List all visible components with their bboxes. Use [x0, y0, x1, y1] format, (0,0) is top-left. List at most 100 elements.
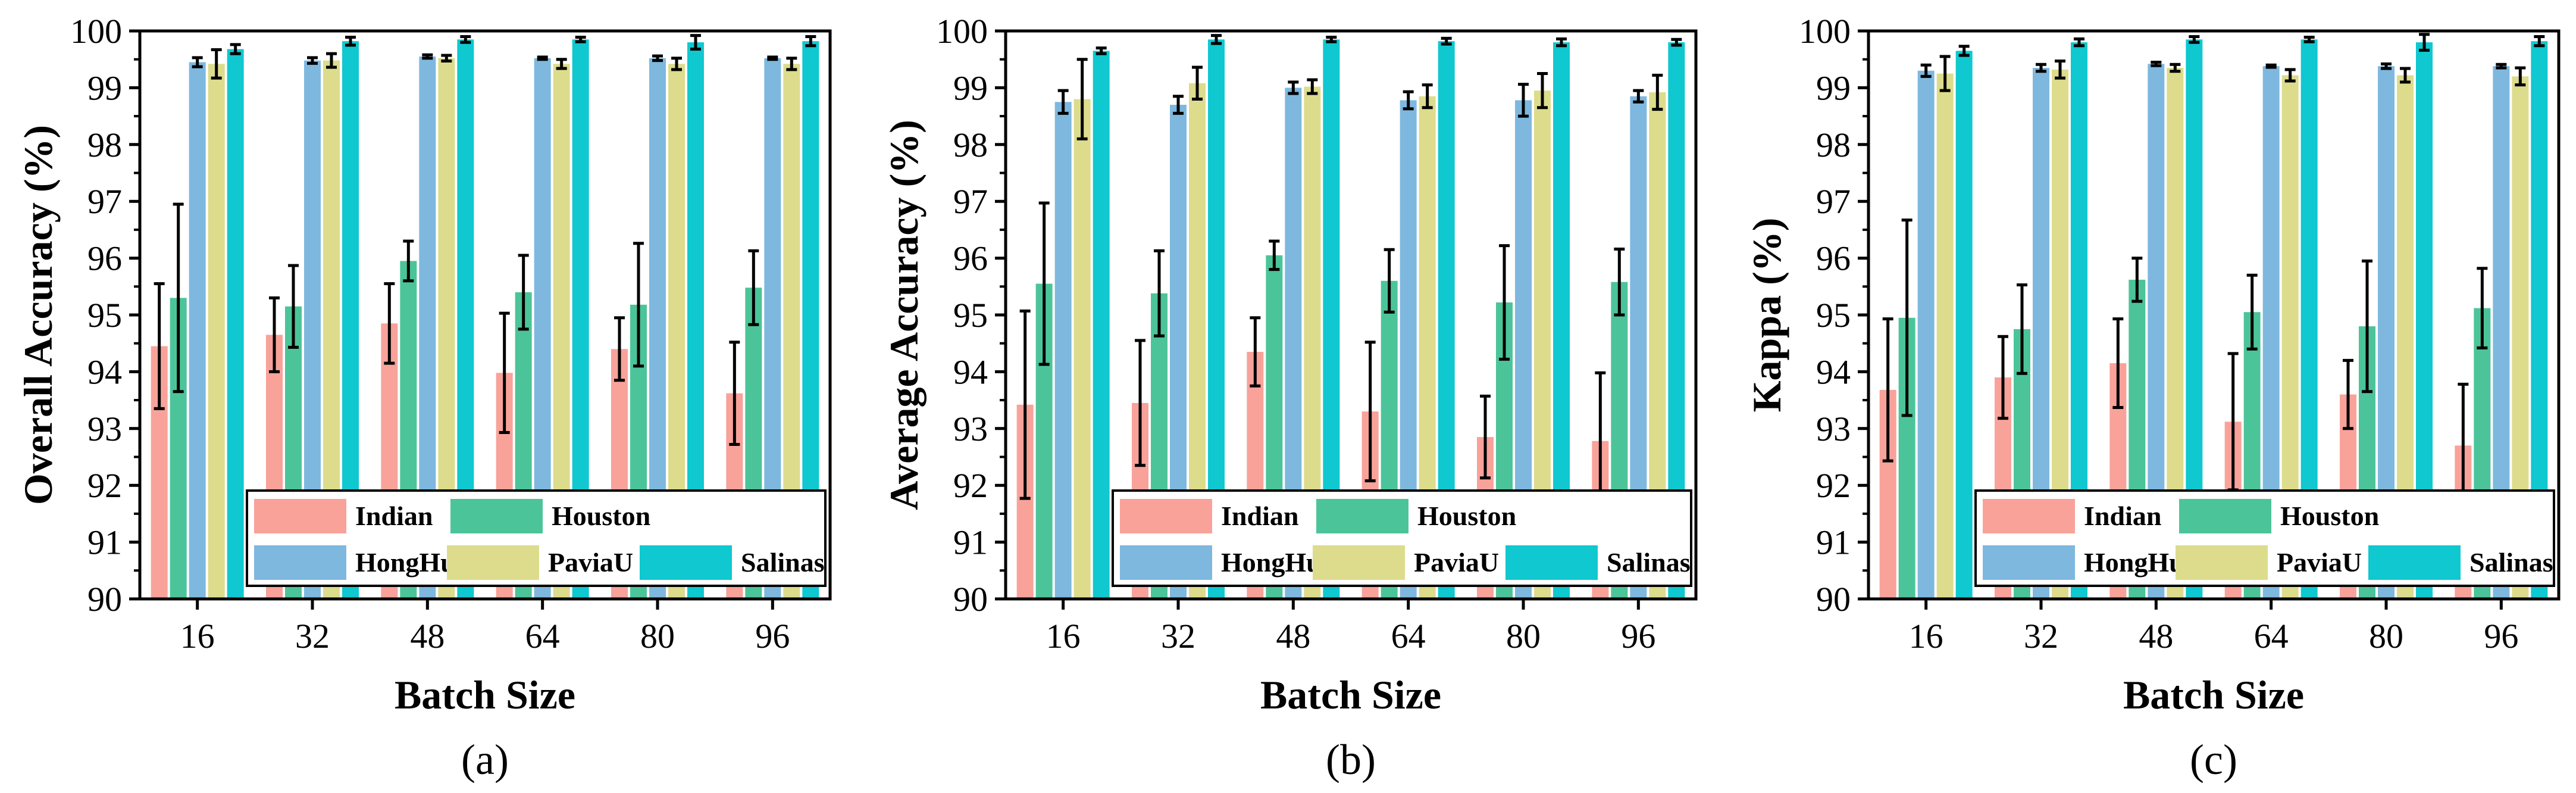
y-tick-label: 99: [1816, 68, 1851, 107]
errorbar-indian-32: [1998, 335, 2008, 420]
chart-panel-a: 90 91 92 93 94 95 96 97 98 99 100 16 32 48 64 80 96 Batch…: [15, 12, 832, 783]
x-tick-label: 80: [1506, 617, 1541, 655]
y-tick-label: 97: [87, 182, 122, 221]
errorbar-salinas-16: [1958, 45, 1970, 57]
x-axis-title: Batch Size: [395, 672, 575, 717]
errorbar-honghu-32: [307, 56, 318, 65]
x-tick-label: 48: [1276, 617, 1310, 655]
legend-label-paviau: PaviaU: [548, 547, 633, 577]
errorbar-paviau-96: [2515, 66, 2526, 87]
errorbar-salinas-96: [805, 35, 816, 48]
errorbar-salinas-48: [460, 35, 471, 44]
y-tick-label: 93: [1816, 410, 1851, 448]
x-tick-label: 32: [1161, 617, 1195, 655]
errorbar-paviau-32: [1192, 65, 1203, 101]
y-tick-label: 92: [953, 466, 988, 505]
errorbar-honghu-48: [2151, 60, 2162, 67]
y-tick-label: 98: [953, 126, 988, 164]
y-axis-title: Average Accuracy (%): [881, 120, 927, 510]
legend-swatch-salinas: [2368, 545, 2461, 580]
legend-swatch-honghu: [254, 545, 346, 580]
errorbar-honghu-96: [1633, 89, 1644, 104]
y-tick-label: 90: [87, 580, 122, 619]
y-tick-label: 95: [1816, 296, 1851, 335]
errorbar-houston-16: [1038, 201, 1050, 366]
errorbar-honghu-16: [192, 56, 203, 68]
legend: Indian Houston HongHu PaviaU Salinas: [246, 489, 827, 587]
legend-label-houston: Houston: [552, 501, 650, 531]
errorbar-salinas-32: [1211, 34, 1222, 45]
x-tick-label: 32: [2024, 617, 2058, 655]
y-axis-title: Kappa (%): [1744, 218, 1789, 413]
legend-label-paviau: PaviaU: [2277, 547, 2362, 577]
errorbar-houston-64: [1384, 248, 1395, 314]
legend-swatch-indian: [1120, 499, 1212, 533]
bar-honghu-16: [1054, 102, 1072, 599]
bar-paviau-16: [1073, 99, 1091, 600]
errorbar-honghu-64: [537, 55, 548, 61]
y-tick-label: 94: [1816, 352, 1851, 391]
y-tick-label: 100: [1799, 12, 1851, 51]
y-tick-label: 92: [87, 466, 122, 505]
legend-swatch-paviau: [447, 545, 539, 580]
panel-label: (b): [1326, 736, 1376, 783]
y-tick-label: 96: [1816, 239, 1851, 278]
errorbar-salinas-48: [2189, 35, 2200, 44]
errorbar-paviau-96: [786, 57, 797, 71]
errorbar-salinas-80: [2419, 33, 2430, 52]
x-tick-label: 96: [755, 617, 790, 655]
errorbar-houston-32: [2017, 283, 2027, 375]
errorbar-salinas-32: [345, 35, 356, 47]
legend-swatch-salinas: [1505, 545, 1598, 580]
errorbar-houston-80: [2362, 259, 2372, 394]
errorbar-salinas-32: [2074, 37, 2084, 48]
errorbar-salinas-16: [230, 43, 241, 55]
errorbar-honghu-96: [767, 55, 778, 61]
errorbar-houston-64: [2246, 273, 2258, 351]
x-tick-label: 96: [1621, 617, 1655, 655]
y-tick-label: 92: [1816, 466, 1851, 505]
legend-label-honghu: HongHu: [355, 547, 456, 577]
errorbar-indian-16: [1882, 317, 1893, 463]
errorbar-indian-48: [384, 282, 395, 365]
errorbar-houston-32: [1154, 249, 1165, 338]
legend-label-houston: Houston: [2280, 501, 2379, 531]
y-tick-label: 98: [87, 126, 122, 164]
errorbar-indian-32: [269, 296, 280, 373]
errorbar-paviau-48: [441, 54, 452, 63]
y-tick-label: 93: [87, 410, 122, 448]
errorbar-honghu-64: [1403, 90, 1414, 111]
legend-label-indian: Indian: [2084, 501, 2161, 531]
bar-salinas-16: [227, 49, 244, 599]
x-tick-label: 48: [410, 617, 445, 655]
errorbar-paviau-64: [1422, 83, 1433, 110]
y-tick-label: 90: [953, 580, 988, 619]
x-tick-label: 32: [295, 617, 330, 655]
y-tick-label: 91: [87, 523, 122, 562]
errorbar-houston-80: [633, 242, 644, 368]
errorbar-indian-16: [1019, 309, 1031, 500]
y-tick-label: 91: [953, 523, 988, 562]
errorbar-paviau-80: [671, 57, 682, 71]
legend-label-salinas: Salinas: [741, 547, 825, 577]
errorbar-salinas-80: [1556, 37, 1567, 48]
y-tick-label: 93: [953, 410, 988, 448]
legend-label-salinas: Salinas: [1607, 547, 1691, 577]
y-tick-label: 99: [953, 68, 988, 107]
errorbar-indian-16: [154, 282, 165, 410]
errorbar-paviau-32: [2055, 60, 2065, 80]
errorbar-paviau-96: [1652, 73, 1663, 111]
y-tick-label: 96: [87, 239, 122, 278]
x-tick-label: 64: [2254, 617, 2289, 655]
x-tick-label: 64: [1391, 617, 1426, 655]
legend-swatch-paviau: [1313, 545, 1405, 580]
errorbar-honghu-80: [1518, 83, 1529, 118]
legend-swatch-honghu: [1120, 545, 1212, 580]
panel-label: (c): [2190, 736, 2237, 783]
legend-label-salinas: Salinas: [2469, 547, 2553, 577]
legend-swatch-houston: [450, 499, 543, 533]
legend-label-honghu: HongHu: [2084, 547, 2184, 577]
errorbar-paviau-16: [1076, 58, 1088, 141]
legend-swatch-salinas: [640, 545, 732, 580]
